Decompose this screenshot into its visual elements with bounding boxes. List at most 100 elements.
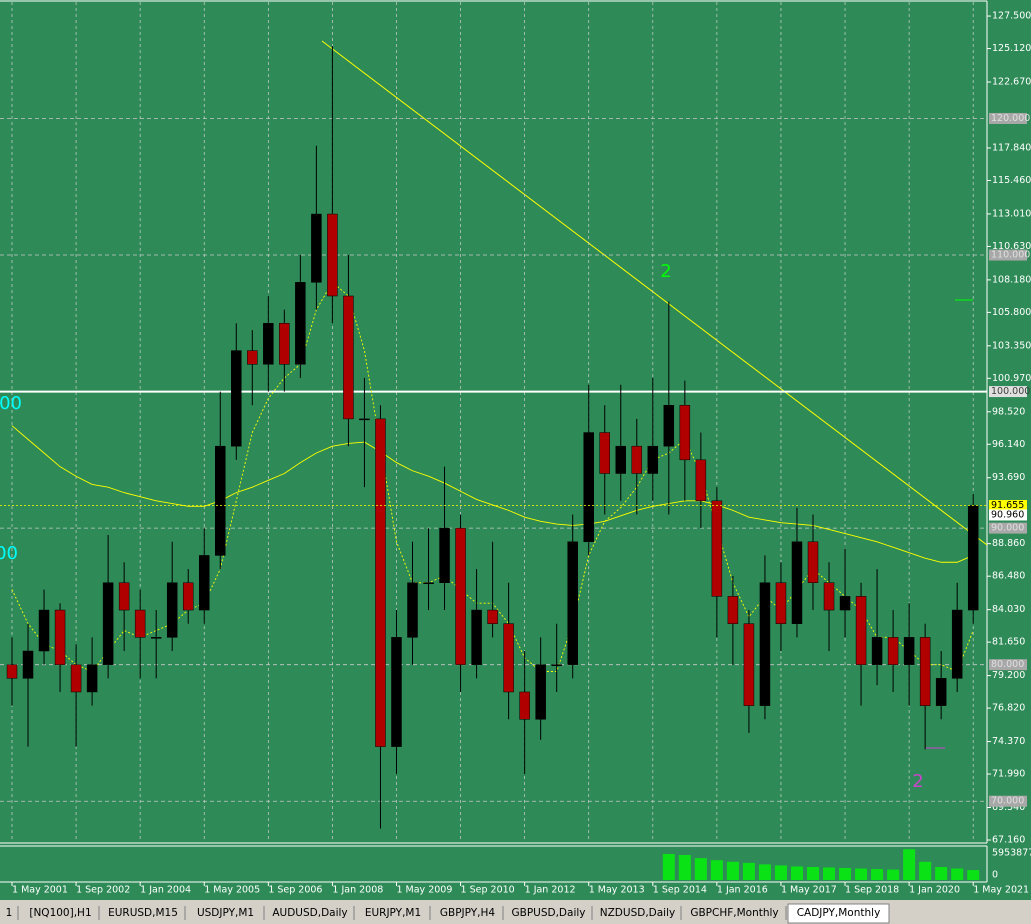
tab-label[interactable]: EURJPY,M1 <box>365 907 421 919</box>
candle-body <box>327 213 338 297</box>
candle-body <box>791 541 803 624</box>
candle-body <box>519 691 530 720</box>
volume-bar <box>678 855 691 880</box>
candle-body <box>407 582 418 638</box>
candle-body <box>70 664 82 693</box>
candle-body <box>887 637 899 665</box>
price-label: 91.655 <box>991 500 1024 511</box>
tab-label[interactable]: GBPJPY,H4 <box>440 907 496 919</box>
y-tick-label: 117.840 <box>992 142 1031 153</box>
tab-label[interactable]: NZDUSD,Daily <box>600 907 675 919</box>
level-box <box>989 112 1027 124</box>
volume-bar <box>855 868 868 880</box>
x-tick-label: 1 May 2017 <box>781 885 837 896</box>
volume-bar <box>807 866 819 880</box>
candle-body <box>102 582 114 665</box>
price-box <box>989 509 1027 521</box>
candle-body <box>247 350 258 365</box>
volume-bar <box>710 860 723 880</box>
trendline <box>321 40 988 546</box>
candle-body <box>455 527 466 665</box>
x-tick-label: 1 Sep 2014 <box>653 885 707 896</box>
x-tick-label: 1 May 2001 <box>12 885 68 896</box>
wave-label: 2 <box>912 771 923 792</box>
candle-body <box>471 609 482 665</box>
y-tick-label: 98.520 <box>992 406 1025 417</box>
wave-label: 2 <box>660 261 671 282</box>
y-tick-label: 103.350 <box>992 340 1031 351</box>
volume-bar <box>935 866 948 880</box>
tab-label[interactable]: GBPCHF,Monthly <box>690 907 778 919</box>
tab-label[interactable]: 1 <box>6 907 13 919</box>
tab-label[interactable]: GBPUSD,Daily <box>511 907 585 919</box>
candle-body <box>919 637 931 706</box>
x-tick-label: 1 Sep 2010 <box>461 885 515 896</box>
y-tick-label: 84.030 <box>992 604 1025 615</box>
candle-body <box>375 418 386 747</box>
y-tick-label: 67.160 <box>992 834 1025 845</box>
candle-body <box>86 664 98 693</box>
candle-body <box>647 445 659 474</box>
candle-body <box>695 459 707 502</box>
candle-body <box>935 678 947 706</box>
x-tick-label: 1 May 2013 <box>589 885 645 896</box>
x-tick-label: 1 Jan 2008 <box>332 885 383 896</box>
level-label: 100.000 <box>991 386 1030 397</box>
tab-label[interactable]: CADJPY,Monthly <box>797 907 881 919</box>
y-tick-label: 108.180 <box>992 274 1031 285</box>
level-box <box>989 659 1027 671</box>
volume-bar <box>871 869 884 880</box>
x-tick-label: 1 Sep 2018 <box>845 885 899 896</box>
candle-body <box>150 637 162 639</box>
x-tick-label: 1 Jan 2004 <box>140 885 191 896</box>
candle-body <box>759 582 771 706</box>
tab-label[interactable]: [NQ100],H1 <box>29 907 91 919</box>
candle-body <box>823 582 835 611</box>
volume-bar <box>951 868 964 880</box>
level-box <box>989 522 1027 534</box>
volume-bar <box>839 868 852 880</box>
volume-bar <box>726 861 739 880</box>
level-box <box>989 795 1027 807</box>
x-tick-label: 1 Sep 2006 <box>268 885 322 896</box>
candle-body <box>967 505 979 611</box>
candle-body <box>487 609 498 624</box>
level-label: 110.000 <box>991 250 1030 261</box>
y-tick-label: 105.800 <box>992 307 1031 318</box>
candle-body <box>839 596 851 611</box>
candle-body <box>679 404 691 461</box>
tab-active[interactable] <box>787 903 890 924</box>
candle-body <box>871 637 883 665</box>
y-tick-label: 113.010 <box>992 208 1031 219</box>
tab-label[interactable]: EURUSD,M15 <box>108 907 178 919</box>
candle-body <box>855 596 867 665</box>
y-tick-label: 74.370 <box>992 736 1025 747</box>
volume-bar <box>887 869 900 880</box>
tab-label[interactable]: USDJPY,M1 <box>197 907 254 919</box>
candle-body <box>727 596 739 624</box>
left-label: 00 <box>0 393 22 414</box>
volume-bar <box>919 861 932 880</box>
y-tick-label: 81.650 <box>992 637 1025 648</box>
left-label: 00 <box>0 543 18 564</box>
y-tick-label: 96.140 <box>992 439 1025 450</box>
candle-body <box>359 418 370 421</box>
candle-body <box>215 445 226 556</box>
volume-bar <box>967 870 980 880</box>
level-label: 70.000 <box>991 796 1024 807</box>
x-tick-label: 1 Jan 2012 <box>525 885 576 896</box>
volume-bar <box>758 864 771 880</box>
candle-body <box>615 445 627 474</box>
volume-bar <box>903 849 916 880</box>
candle-body <box>38 609 50 652</box>
level-label: 90.000 <box>991 523 1024 534</box>
candle-body <box>54 609 66 665</box>
tab-label[interactable]: AUDUSD,Daily <box>272 907 347 919</box>
candle-body <box>599 432 610 474</box>
background <box>0 0 1031 900</box>
y-tick-label: 71.990 <box>992 769 1025 780</box>
candle-body <box>22 650 34 679</box>
candle-body <box>423 582 434 584</box>
candle-body <box>118 582 130 611</box>
candle-body <box>231 350 242 447</box>
